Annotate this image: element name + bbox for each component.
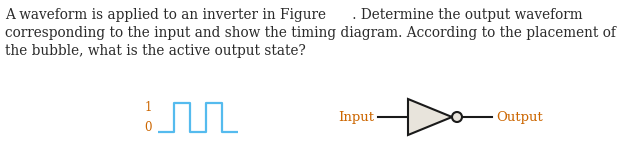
Text: Input: Input [338,110,374,124]
Text: Output: Output [496,110,543,124]
Text: A waveform is applied to an inverter in Figure      . Determine the output wavef: A waveform is applied to an inverter in … [5,8,583,22]
Text: corresponding to the input and show the timing diagram. According to the placeme: corresponding to the input and show the … [5,26,616,40]
Text: 1: 1 [145,101,152,114]
Text: 0: 0 [145,121,152,134]
Polygon shape [408,99,452,135]
Circle shape [452,112,462,122]
Text: the bubble, what is the active output state?: the bubble, what is the active output st… [5,44,306,58]
